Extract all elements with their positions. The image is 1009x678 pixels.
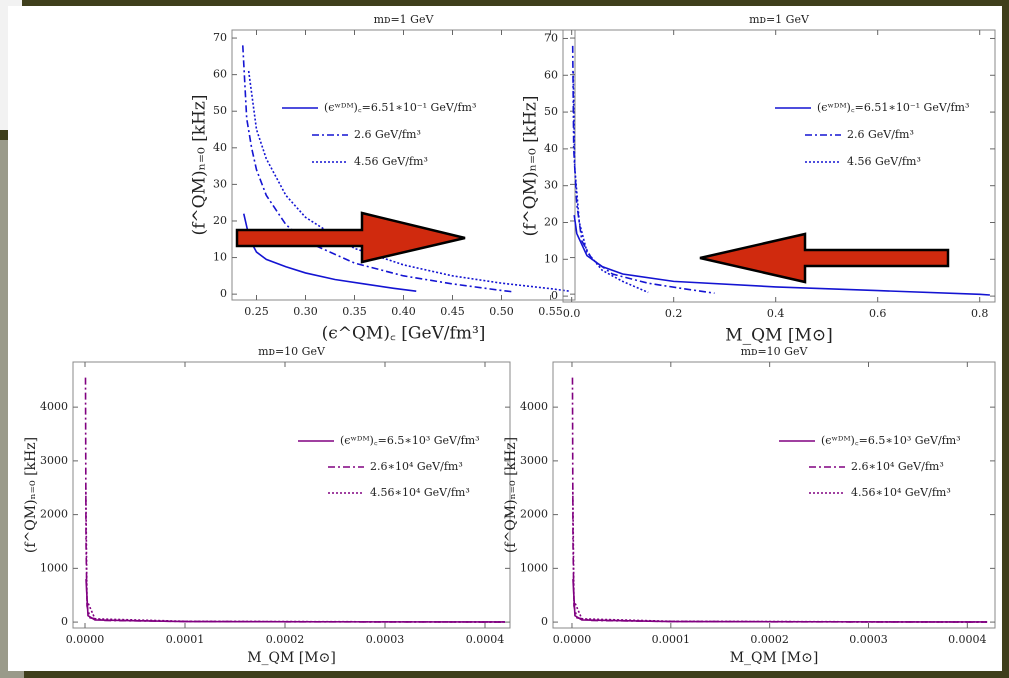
legend-label: 4.56 GeV/fm³ [354,155,428,168]
y-tick-label: 3000 [520,454,548,467]
y-tick-label: 0 [541,615,548,628]
y-tick-label: 70 [213,31,227,44]
y-tick-label: 1000 [520,561,548,574]
x-tick-label: 0.50 [489,305,514,318]
legend-label: (ϵʷᴰᴹ)꜀=6.51∗10⁻¹ GeV/fm³ [324,101,476,114]
y-tick-label: 40 [544,142,558,155]
x-axis-label: (ϵ^QM)꜀ [GeV/fm³] [322,324,486,344]
plot-frame [562,29,996,303]
legend-label: 4.56 GeV/fm³ [847,155,921,168]
x-tick-label: 0.0003 [366,633,405,646]
x-tick-label: 0.45 [440,305,465,318]
legend-label: 2.6∗10⁴ GeV/fm³ [851,460,944,473]
legend-label: 2.6 GeV/fm³ [847,128,914,141]
x-tick-label: 0.0000 [553,633,592,646]
y-tick-label: 70 [544,31,558,44]
y-axis-label: (f^QM)ₙ₌₀ [kHz] [23,437,39,553]
series-line [571,487,988,623]
x-tick-label: 0.40 [391,305,416,318]
y-tick-label: 3000 [40,454,68,467]
y-tick-label: 10 [213,251,227,264]
x-tick-label: 0.4 [767,307,785,320]
x-tick-label: 0.35 [342,305,367,318]
right-arrow [235,211,466,264]
plot-frame [72,361,511,629]
legend-label: 2.6∗10⁴ GeV/fm³ [370,460,463,473]
legend-label: (ϵʷᴰᴹ)꜀=6.5∗10³ GeV/fm³ [340,434,480,447]
legend-label: 4.56∗10⁴ GeV/fm³ [370,486,470,499]
y-tick-label: 50 [213,104,227,117]
y-tick-label: 20 [544,215,558,228]
x-tick-label: 0.8 [971,307,989,320]
y-axis-label: (f^QM)ₙ₌₀ [kHz] [503,437,519,553]
y-tick-label: 4000 [520,400,548,413]
left-arrow [699,232,950,284]
x-tick-label: 0.30 [293,305,318,318]
x-tick-label: 0.25 [244,305,269,318]
x-tick-label: 0.0 [563,307,581,320]
x-tick-label: 0.0000 [66,633,105,646]
figure-sheet [8,6,1002,671]
series-line [571,45,715,294]
x-tick-label: 0.0001 [652,633,691,646]
series-line [84,377,506,623]
y-tick-label: 0 [220,287,227,300]
y-tick-label: 2000 [520,508,548,521]
y-tick-label: 0 [551,289,558,302]
chart-title: mᴅ=1 GeV [374,13,435,26]
chart-title: mᴅ=10 GeV [258,345,326,358]
legend-label: (ϵʷᴰᴹ)꜀=6.51∗10⁻¹ GeV/fm³ [817,101,969,114]
y-tick-label: 10 [544,252,558,265]
series-line [85,487,506,623]
x-tick-label: 0.6 [869,307,887,320]
x-tick-label: 0.2 [665,307,683,320]
x-axis-label: M_QM [M⊙] [725,326,833,346]
x-tick-label: 0.0001 [166,633,205,646]
y-tick-label: 20 [213,214,227,227]
series-line [571,377,988,623]
y-tick-label: 2000 [40,508,68,521]
series-line [573,215,990,296]
series-line [572,71,649,294]
chart-title: mᴅ=10 GeV [741,345,809,358]
y-tick-label: 60 [544,68,558,81]
y-tick-label: 1000 [40,561,68,574]
x-tick-label: 0.0004 [466,633,505,646]
y-tick-label: 0 [61,615,68,628]
y-tick-label: 4000 [40,400,68,413]
x-tick-label: 0.0002 [266,633,305,646]
chart-title: mᴅ=1 GeV [749,13,810,26]
legend-label: (ϵʷᴰᴹ)꜀=6.5∗10³ GeV/fm³ [821,434,961,447]
y-tick-label: 60 [213,68,227,81]
plot-frame [552,361,996,629]
x-tick-label: 0.0004 [948,633,987,646]
x-axis-label: M_QM [M⊙] [247,650,336,666]
y-tick-label: 40 [213,141,227,154]
legend-label: 4.56∗10⁴ GeV/fm³ [851,486,951,499]
y-axis-label: (f^QM)ₙ₌₀ [kHz] [521,95,541,236]
y-tick-label: 50 [544,105,558,118]
y-tick-label: 30 [544,179,558,192]
y-tick-label: 30 [213,177,227,190]
x-tick-label: 0.0003 [849,633,888,646]
x-tick-label: 0.55 [538,305,563,318]
x-axis-label: M_QM [M⊙] [730,650,819,666]
x-tick-label: 0.0002 [750,633,789,646]
y-axis-label: (f^QM)ₙ₌₀ [kHz] [190,94,210,235]
legend-label: 2.6 GeV/fm³ [354,128,421,141]
